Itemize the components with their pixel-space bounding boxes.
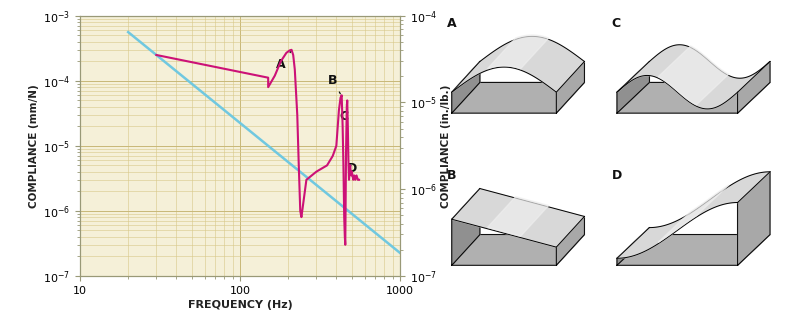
Polygon shape: [556, 61, 584, 113]
Y-axis label: COMPLIANCE (in./lb.): COMPLIANCE (in./lb.): [442, 84, 451, 208]
Polygon shape: [487, 197, 549, 236]
Polygon shape: [617, 228, 650, 265]
Text: D: D: [347, 162, 358, 175]
Polygon shape: [452, 61, 480, 113]
Polygon shape: [556, 217, 584, 265]
Text: B: B: [447, 169, 457, 182]
Polygon shape: [452, 82, 584, 113]
Polygon shape: [452, 36, 584, 92]
Text: C: C: [339, 104, 348, 123]
Y-axis label: COMPLIANCE (mm/N): COMPLIANCE (mm/N): [29, 84, 38, 208]
Polygon shape: [452, 189, 584, 247]
Text: B: B: [328, 74, 340, 94]
Polygon shape: [617, 172, 770, 258]
Polygon shape: [617, 61, 650, 113]
Polygon shape: [658, 46, 729, 105]
Polygon shape: [487, 35, 549, 69]
Text: D: D: [612, 169, 622, 182]
X-axis label: FREQUENCY (Hz): FREQUENCY (Hz): [188, 300, 292, 310]
Polygon shape: [617, 235, 770, 265]
Polygon shape: [617, 45, 770, 109]
Text: A: A: [447, 17, 457, 30]
Polygon shape: [738, 172, 770, 265]
Text: C: C: [612, 17, 621, 30]
Polygon shape: [617, 82, 770, 113]
Polygon shape: [452, 235, 584, 265]
Polygon shape: [452, 189, 480, 265]
Text: A: A: [276, 51, 291, 71]
Polygon shape: [738, 61, 770, 113]
Polygon shape: [658, 185, 729, 242]
